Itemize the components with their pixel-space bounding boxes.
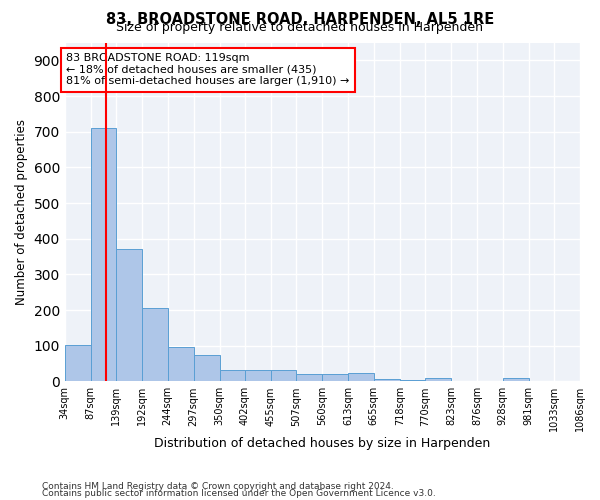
Bar <box>374 379 400 382</box>
Text: Contains public sector information licensed under the Open Government Licence v3: Contains public sector information licen… <box>42 490 436 498</box>
Bar <box>271 370 296 382</box>
Text: Size of property relative to detached houses in Harpenden: Size of property relative to detached ho… <box>116 22 484 35</box>
Bar <box>167 347 194 382</box>
Y-axis label: Number of detached properties: Number of detached properties <box>15 119 28 305</box>
Text: 83 BROADSTONE ROAD: 119sqm
← 18% of detached houses are smaller (435)
81% of sem: 83 BROADSTONE ROAD: 119sqm ← 18% of deta… <box>66 53 350 86</box>
Bar <box>503 378 529 382</box>
Bar <box>220 370 245 382</box>
Text: Contains HM Land Registry data © Crown copyright and database right 2024.: Contains HM Land Registry data © Crown c… <box>42 482 394 491</box>
Bar <box>65 344 91 382</box>
X-axis label: Distribution of detached houses by size in Harpenden: Distribution of detached houses by size … <box>154 437 491 450</box>
Bar <box>322 374 349 382</box>
Text: 83, BROADSTONE ROAD, HARPENDEN, AL5 1RE: 83, BROADSTONE ROAD, HARPENDEN, AL5 1RE <box>106 12 494 26</box>
Bar <box>245 370 271 382</box>
Bar <box>142 308 167 382</box>
Bar <box>425 378 451 382</box>
Bar <box>349 373 374 382</box>
Bar <box>91 128 116 382</box>
Bar <box>116 250 142 382</box>
Bar <box>400 380 425 382</box>
Bar <box>296 374 322 382</box>
Bar <box>194 354 220 382</box>
